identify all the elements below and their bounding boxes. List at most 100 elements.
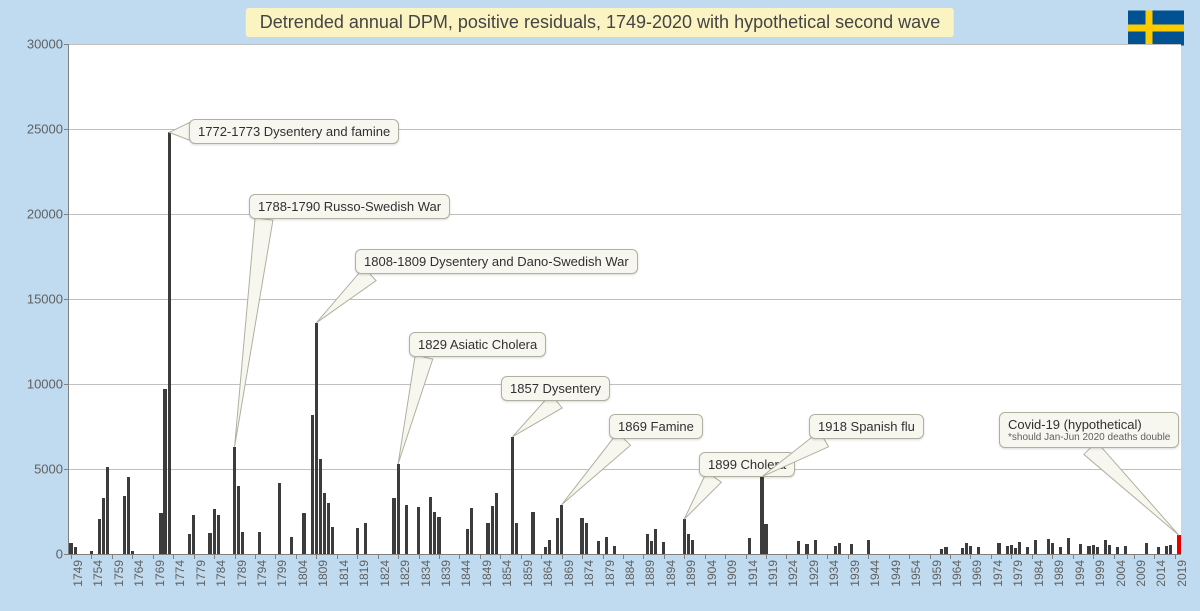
bar (764, 524, 767, 554)
bar (1079, 544, 1082, 554)
bar (1108, 545, 1111, 554)
bar (997, 543, 1000, 554)
bar (319, 459, 322, 554)
x-tick-mark (194, 554, 195, 559)
bar (327, 503, 330, 554)
x-tick-label: 1904 (705, 560, 719, 587)
x-tick-mark (643, 554, 644, 559)
bar (437, 517, 440, 554)
bar (486, 523, 489, 554)
bar (1096, 547, 1099, 554)
bar (331, 527, 334, 554)
x-tick-label: 1874 (582, 560, 596, 587)
x-tick-label: 1894 (664, 560, 678, 587)
x-tick-label: 1984 (1032, 560, 1046, 587)
bar (405, 505, 408, 554)
bar (605, 537, 608, 554)
x-tick-mark (71, 554, 72, 559)
x-tick-mark (1032, 554, 1033, 559)
bar (1116, 547, 1119, 554)
y-tick-label: 30000 (27, 37, 63, 52)
x-tick-mark (112, 554, 113, 559)
x-tick-mark (1154, 554, 1155, 559)
callout-label: 1808-1809 Dysentery and Dano-Swedish War (364, 254, 629, 269)
x-tick-mark (786, 554, 787, 559)
x-tick-mark (541, 554, 542, 559)
y-tick-mark (64, 554, 69, 555)
x-tick-label: 1784 (214, 560, 228, 587)
x-tick-label: 1999 (1093, 560, 1107, 587)
bar (188, 534, 191, 554)
x-tick-label: 1809 (316, 560, 330, 587)
y-tick-mark (64, 129, 69, 130)
bar (838, 543, 841, 554)
x-tick-mark (1073, 554, 1074, 559)
sweden-flag-icon (1128, 10, 1184, 46)
x-tick-label: 1759 (112, 560, 126, 587)
x-tick-label: 1884 (623, 560, 637, 587)
bar (650, 541, 653, 554)
x-tick-mark (419, 554, 420, 559)
x-tick-mark (909, 554, 910, 559)
bar (397, 464, 400, 554)
x-tick-mark (173, 554, 174, 559)
bar (687, 534, 690, 554)
bar (560, 505, 563, 554)
bar (356, 528, 359, 554)
bar (544, 547, 547, 554)
x-tick-mark (705, 554, 706, 559)
bar (258, 532, 261, 554)
bar (163, 389, 166, 554)
x-tick-label: 1774 (173, 560, 187, 587)
x-tick-label: 1839 (439, 560, 453, 587)
bar (691, 540, 694, 554)
x-tick-mark (930, 554, 931, 559)
x-tick-mark (991, 554, 992, 559)
x-tick-label: 1879 (603, 560, 617, 587)
x-tick-mark (562, 554, 563, 559)
bar (159, 513, 162, 554)
y-tick-mark (64, 469, 69, 470)
bar (867, 540, 870, 554)
bar (944, 547, 947, 554)
x-tick-mark (725, 554, 726, 559)
y-tick-mark (64, 214, 69, 215)
x-tick-mark (235, 554, 236, 559)
bar (213, 509, 216, 554)
bar (1051, 543, 1054, 554)
bar (548, 540, 551, 554)
x-tick-label: 1829 (398, 560, 412, 587)
bar (805, 544, 808, 554)
x-tick-mark (623, 554, 624, 559)
bar (217, 515, 220, 554)
bar (511, 437, 514, 554)
x-tick-mark (500, 554, 501, 559)
x-tick-mark (1011, 554, 1012, 559)
x-tick-label: 2014 (1154, 560, 1168, 587)
bar (1018, 542, 1021, 554)
x-tick-mark (153, 554, 154, 559)
x-tick-label: 1754 (91, 560, 105, 587)
bar (646, 534, 649, 554)
chart-title: Detrended annual DPM, positive residuals… (246, 8, 954, 37)
x-tick-label: 1819 (357, 560, 371, 587)
bar (850, 544, 853, 554)
bar (98, 519, 101, 554)
bar (429, 497, 432, 554)
bar (1047, 539, 1050, 554)
bar (585, 523, 588, 554)
x-tick-label: 1954 (909, 560, 923, 587)
bar (969, 546, 972, 555)
x-tick-mark (132, 554, 133, 559)
bar (495, 493, 498, 554)
callout-box: 1808-1809 Dysentery and Dano-Swedish War (355, 249, 638, 274)
callout-label: 1899 Cholera (708, 457, 786, 472)
x-tick-mark (766, 554, 767, 559)
x-tick-label: 1749 (71, 560, 85, 587)
x-tick-mark (603, 554, 604, 559)
bar (515, 523, 518, 554)
x-tick-mark (337, 554, 338, 559)
x-tick-mark (1114, 554, 1115, 559)
callout-box: 1857 Dysentery (501, 376, 610, 401)
bar (311, 415, 314, 554)
